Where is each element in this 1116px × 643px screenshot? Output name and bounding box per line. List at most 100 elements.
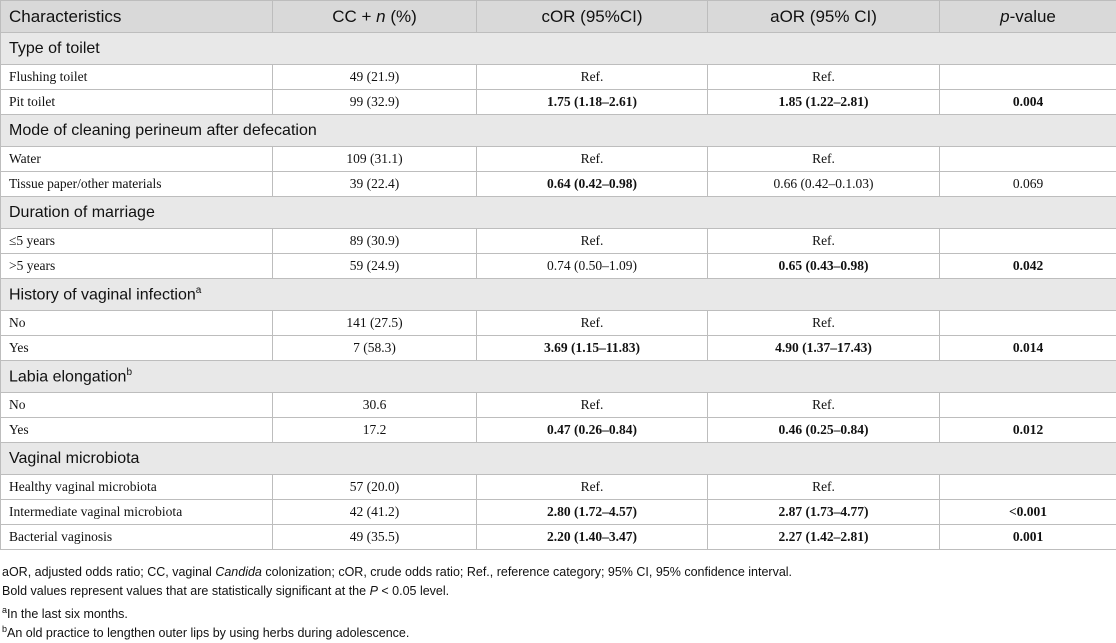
cell-label: Healthy vaginal microbiota	[1, 475, 273, 500]
cell-cc: 17.2	[273, 418, 477, 443]
cell-aor: 1.85 (1.22–2.81)	[708, 90, 940, 115]
cell-p-value	[940, 311, 1116, 336]
cell-p-value: 0.004	[940, 90, 1116, 115]
table-footnotes: aOR, adjusted odds ratio; CC, vaginal Ca…	[2, 563, 1112, 639]
cell-p-value: 0.014	[940, 336, 1116, 361]
cell-cor: Ref.	[477, 65, 708, 90]
cell-aor: Ref.	[708, 393, 940, 418]
cell-aor: 0.66 (0.42–0.1.03)	[708, 172, 940, 197]
cell-cor: 3.69 (1.15–11.83)	[477, 336, 708, 361]
group-title: Mode of cleaning perineum after defecati…	[1, 115, 1116, 147]
group-title: Duration of marriage	[1, 197, 1116, 229]
cell-label: Yes	[1, 418, 273, 443]
group-title: Type of toilet	[1, 33, 1116, 65]
cell-aor: 0.46 (0.25–0.84)	[708, 418, 940, 443]
cell-label: >5 years	[1, 254, 273, 279]
cell-cor: 2.80 (1.72–4.57)	[477, 500, 708, 525]
cell-cc: 42 (41.2)	[273, 500, 477, 525]
cell-label: Tissue paper/other materials	[1, 172, 273, 197]
cell-label: Pit toilet	[1, 90, 273, 115]
group-title: History of vaginal infectiona	[1, 279, 1116, 311]
cell-p-value	[940, 229, 1116, 254]
cell-cc: 49 (21.9)	[273, 65, 477, 90]
cell-aor: Ref.	[708, 65, 940, 90]
cell-aor: Ref.	[708, 229, 940, 254]
cell-cc: 57 (20.0)	[273, 475, 477, 500]
cell-aor: Ref.	[708, 475, 940, 500]
cell-cor: 2.20 (1.40–3.47)	[477, 525, 708, 550]
cell-label: Intermediate vaginal microbiota	[1, 500, 273, 525]
group-title: Vaginal microbiota	[1, 443, 1116, 475]
cell-cc: 39 (22.4)	[273, 172, 477, 197]
cell-cc: 99 (32.9)	[273, 90, 477, 115]
group-row: Type of toilet	[1, 33, 1116, 65]
group-row: Mode of cleaning perineum after defecati…	[1, 115, 1116, 147]
cell-p-value	[940, 393, 1116, 418]
footnote-marker: a	[196, 285, 202, 296]
cell-label: No	[1, 311, 273, 336]
group-title-text: Duration of marriage	[9, 204, 155, 221]
cell-label: Flushing toilet	[1, 65, 273, 90]
cell-aor: 0.65 (0.43–0.98)	[708, 254, 940, 279]
results-table: Characteristics CC + n (%) cOR (95%CI) a…	[0, 0, 1116, 550]
cell-aor: Ref.	[708, 147, 940, 172]
cell-cc: 109 (31.1)	[273, 147, 477, 172]
cell-p-value	[940, 65, 1116, 90]
group-row: Vaginal microbiota	[1, 443, 1116, 475]
footnote-a: aIn the last six months.	[2, 601, 1112, 620]
cell-p-value: <0.001	[940, 500, 1116, 525]
group-title-text: Vaginal microbiota	[9, 450, 139, 467]
cell-p-value	[940, 475, 1116, 500]
cell-label: No	[1, 393, 273, 418]
header-cc: CC + n (%)	[273, 1, 477, 33]
footnote-b: bAn old practice to lengthen outer lips …	[2, 620, 1112, 639]
cell-p-value: 0.001	[940, 525, 1116, 550]
cell-label: Bacterial vaginosis	[1, 525, 273, 550]
cell-cor: Ref.	[477, 393, 708, 418]
group-title-text: Mode of cleaning perineum after defecati…	[9, 122, 317, 139]
cell-label: Water	[1, 147, 273, 172]
cell-aor: 2.87 (1.73–4.77)	[708, 500, 940, 525]
group-title-text: Type of toilet	[9, 40, 100, 57]
header-characteristics: Characteristics	[1, 1, 273, 33]
cell-label: ≤5 years	[1, 229, 273, 254]
cell-cor: Ref.	[477, 475, 708, 500]
abbreviations-note: aOR, adjusted odds ratio; CC, vaginal Ca…	[2, 563, 1112, 582]
header-aor: aOR (95% CI)	[708, 1, 940, 33]
header-row: Characteristics CC + n (%) cOR (95%CI) a…	[1, 1, 1116, 33]
cell-cc: 141 (27.5)	[273, 311, 477, 336]
cell-cor: 0.74 (0.50–1.09)	[477, 254, 708, 279]
cell-cc: 49 (35.5)	[273, 525, 477, 550]
group-title-text: Labia elongation	[9, 368, 126, 385]
cell-cor: Ref.	[477, 311, 708, 336]
group-title: Labia elongationb	[1, 361, 1116, 393]
cell-cc: 30.6	[273, 393, 477, 418]
cell-aor: Ref.	[708, 311, 940, 336]
cell-cc: 7 (58.3)	[273, 336, 477, 361]
group-title-text: History of vaginal infection	[9, 286, 196, 303]
cell-cc: 89 (30.9)	[273, 229, 477, 254]
cell-cc: 59 (24.9)	[273, 254, 477, 279]
header-p-value: p-value	[940, 1, 1116, 33]
cell-p-value: 0.012	[940, 418, 1116, 443]
cell-p-value: 0.069	[940, 172, 1116, 197]
cell-cor: 1.75 (1.18–2.61)	[477, 90, 708, 115]
cell-p-value	[940, 147, 1116, 172]
header-cor: cOR (95%CI)	[477, 1, 708, 33]
cell-aor: 4.90 (1.37–17.43)	[708, 336, 940, 361]
bold-values-note: Bold values represent values that are st…	[2, 582, 1112, 601]
